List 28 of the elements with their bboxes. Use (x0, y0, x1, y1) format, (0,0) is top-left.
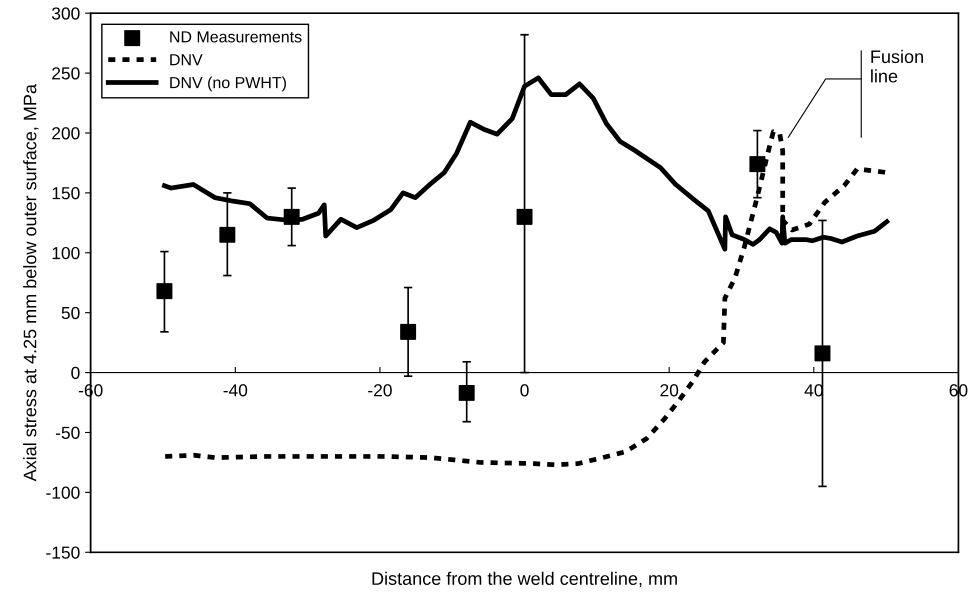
annotation: Fusion line (871, 50, 923, 83)
point (749, 156, 766, 172)
x-tick-label: 0 (520, 384, 529, 396)
point (284, 208, 300, 225)
point (814, 345, 830, 362)
x-tick-label: 20 (660, 384, 678, 396)
y-axis-title: Axial stress at 4.25 mm below outer surface, MPa (23, 84, 39, 482)
legend-label: DNV (170, 54, 203, 66)
y-tick-label: -150 (46, 546, 80, 559)
point (516, 208, 533, 225)
point (156, 283, 172, 300)
y-tick-label: -50 (56, 426, 80, 439)
y-tick-label: 100 (52, 246, 80, 260)
x-tick-label: -40 (224, 384, 248, 396)
x-axis-title: Distance from the weld centreline, mm (372, 572, 677, 588)
legend-label: DNV (no PWHT) (170, 76, 286, 92)
y-tick-label: 150 (52, 187, 80, 200)
legend-label: ND Measurements (170, 31, 302, 42)
y-tick-label: 200 (52, 127, 80, 140)
point (400, 324, 416, 340)
point (458, 384, 475, 401)
y-tick-label: -100 (46, 486, 80, 499)
y-tick-label: 50 (62, 306, 80, 320)
y-tick-label: 300 (52, 7, 80, 20)
y-tick-label: 0 (71, 366, 80, 380)
x-tick-label: -20 (368, 384, 392, 396)
point (219, 226, 236, 243)
y-tick-label: 250 (52, 67, 80, 80)
